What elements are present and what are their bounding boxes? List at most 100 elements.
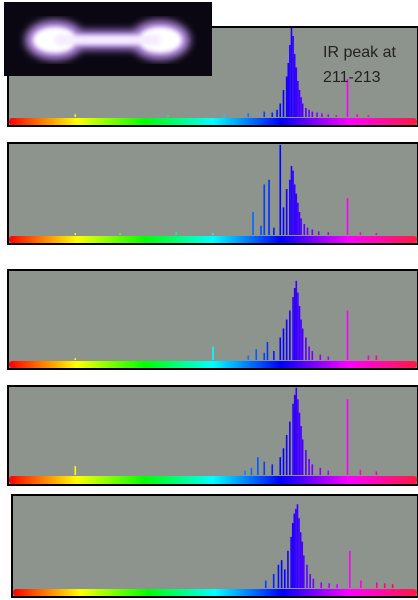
bar xyxy=(349,550,351,588)
color-bar xyxy=(9,118,417,125)
bar xyxy=(295,387,298,475)
bar xyxy=(303,555,305,588)
bar xyxy=(290,27,293,117)
spectrum-panel xyxy=(7,385,418,486)
plot-background xyxy=(8,386,418,485)
bar xyxy=(291,522,294,588)
bar xyxy=(271,112,274,117)
bar xyxy=(375,233,378,235)
bar xyxy=(356,114,358,117)
bar xyxy=(279,144,282,235)
bar xyxy=(263,111,266,117)
bar xyxy=(300,426,302,475)
bar xyxy=(250,467,253,475)
bar xyxy=(74,358,77,360)
bar xyxy=(289,45,291,117)
bar xyxy=(317,231,320,235)
bar xyxy=(346,79,349,117)
spectrum-panel xyxy=(11,494,418,598)
bar xyxy=(223,114,226,117)
panel-frame xyxy=(7,142,418,245)
bar xyxy=(289,421,291,475)
bar xyxy=(212,233,214,235)
bar xyxy=(287,63,290,117)
panel-frame xyxy=(7,385,418,486)
bar xyxy=(316,112,318,117)
bar xyxy=(301,541,304,588)
bar xyxy=(271,464,274,475)
color-bar xyxy=(9,236,417,243)
bar xyxy=(74,114,77,117)
bar xyxy=(298,306,301,360)
bar xyxy=(308,109,310,117)
bar xyxy=(293,513,296,588)
panel-frame xyxy=(11,494,418,598)
bar xyxy=(300,218,302,235)
bar xyxy=(295,280,298,360)
bar xyxy=(383,583,386,588)
bar xyxy=(290,166,293,235)
bar xyxy=(74,233,77,235)
bar xyxy=(293,184,296,235)
bar xyxy=(295,67,298,117)
bar xyxy=(327,232,330,235)
bar xyxy=(290,536,292,588)
bar xyxy=(263,352,266,360)
bar xyxy=(327,356,330,360)
bar xyxy=(266,342,269,360)
bar xyxy=(311,229,314,235)
bar xyxy=(299,532,302,588)
bar xyxy=(279,103,282,117)
bar xyxy=(287,550,289,588)
panel-frame xyxy=(7,269,418,370)
bar xyxy=(293,288,296,360)
plot-background xyxy=(8,143,418,244)
bar xyxy=(336,584,338,588)
bar xyxy=(296,504,299,588)
bar xyxy=(346,198,349,235)
bar xyxy=(308,346,310,360)
bar xyxy=(297,81,299,117)
bar xyxy=(312,578,315,588)
bar xyxy=(319,467,322,475)
bar xyxy=(247,113,250,117)
bar xyxy=(311,351,314,360)
bar xyxy=(292,170,294,235)
panels xyxy=(7,26,418,598)
bar xyxy=(327,470,330,475)
bar xyxy=(282,448,285,475)
bar xyxy=(293,394,296,475)
bar xyxy=(257,457,259,475)
bar xyxy=(359,469,362,475)
bar xyxy=(298,412,301,475)
bar xyxy=(298,90,301,117)
bar xyxy=(359,232,362,235)
bar xyxy=(74,466,77,475)
bar xyxy=(252,212,254,235)
bar xyxy=(346,399,349,475)
bar xyxy=(303,223,306,235)
panel-frame xyxy=(7,26,418,127)
bar xyxy=(268,179,270,235)
bar xyxy=(175,232,177,235)
bar xyxy=(285,189,288,235)
bar xyxy=(297,292,299,360)
color-bar xyxy=(9,361,417,368)
bar xyxy=(346,310,349,360)
bar xyxy=(308,458,310,475)
bar xyxy=(292,36,294,117)
bar xyxy=(367,115,370,117)
bar xyxy=(279,457,282,475)
bar xyxy=(295,193,298,235)
bar xyxy=(306,564,308,588)
bar xyxy=(311,111,314,117)
bar xyxy=(273,351,275,360)
bar xyxy=(305,450,307,475)
bar xyxy=(305,108,307,117)
bar xyxy=(298,518,300,588)
bar xyxy=(297,202,299,235)
bar xyxy=(282,90,285,117)
bar xyxy=(311,464,314,475)
bar xyxy=(335,115,338,117)
